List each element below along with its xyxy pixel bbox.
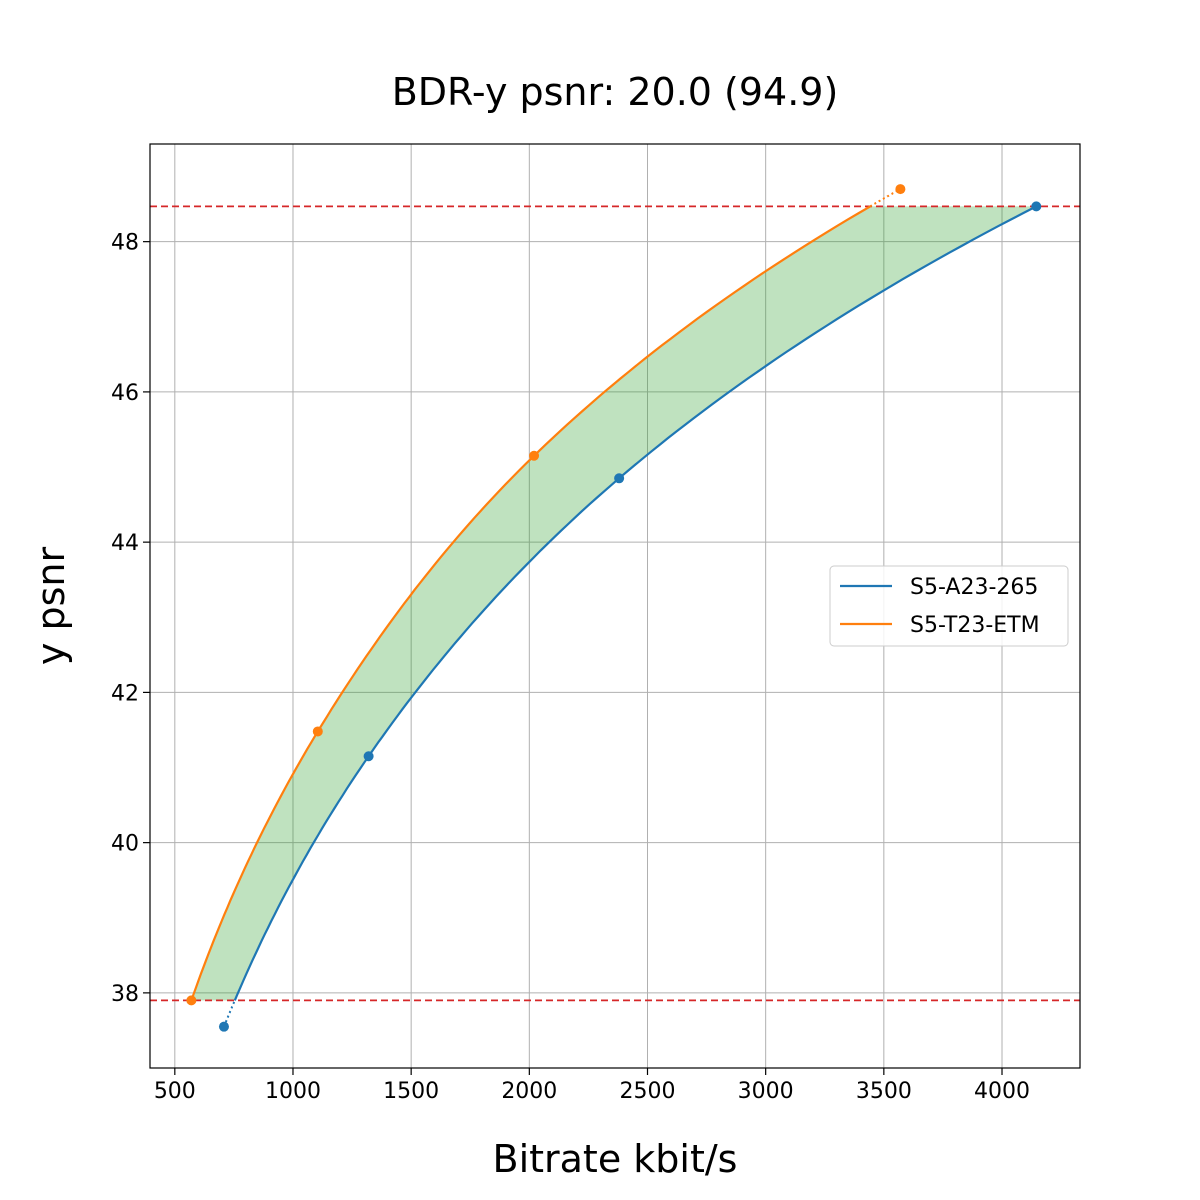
x-tick-label: 1000: [265, 1079, 321, 1104]
y-tick-label: 48: [111, 231, 139, 256]
data-point: [186, 995, 197, 1006]
reference-lines: [150, 205, 1080, 1002]
data-point: [895, 184, 906, 195]
ticks: 500 1000 1500 2000 2500 3000 3500 4000 38 40 42 44 4…: [111, 231, 1030, 1104]
x-tick-label: 1500: [383, 1079, 439, 1104]
legend: S5-A23-265 S5-T23-ETM: [829, 565, 1069, 647]
data-point: [614, 473, 625, 484]
x-tick-label: 3000: [738, 1079, 794, 1104]
chart-title: BDR-y psnr: 20.0 (94.9): [392, 70, 839, 114]
y-axis-label: y psnr: [29, 547, 73, 666]
series-line-1: [233, 205, 1037, 1001]
x-tick-label: 3500: [856, 1079, 912, 1104]
legend-label: S5-A23-265: [910, 575, 1038, 600]
x-tick-label: 500: [154, 1079, 196, 1104]
y-tick-label: 42: [111, 681, 139, 706]
y-tick-label: 44: [111, 531, 139, 556]
y-tick-label: 38: [111, 982, 139, 1007]
data-point: [363, 751, 374, 762]
x-axis-label: Bitrate kbit/s: [493, 1137, 738, 1181]
y-tick-label: 46: [111, 381, 139, 406]
series-layer: [186, 184, 1042, 1032]
series-line-2: [190, 205, 871, 1001]
data-point: [312, 726, 323, 737]
data-point: [218, 1021, 229, 1032]
x-tick-label: 2500: [619, 1079, 675, 1104]
y-tick-label: 40: [111, 832, 139, 857]
legend-label: S5-T23-ETM: [910, 613, 1040, 638]
series-extrapolation: [869, 188, 901, 208]
x-tick-label: 4000: [974, 1079, 1030, 1104]
data-point: [1031, 201, 1042, 212]
data-point: [529, 450, 540, 461]
grid: [150, 144, 1080, 1068]
x-tick-label: 2000: [501, 1079, 557, 1104]
plot-frame: [149, 143, 1081, 1069]
